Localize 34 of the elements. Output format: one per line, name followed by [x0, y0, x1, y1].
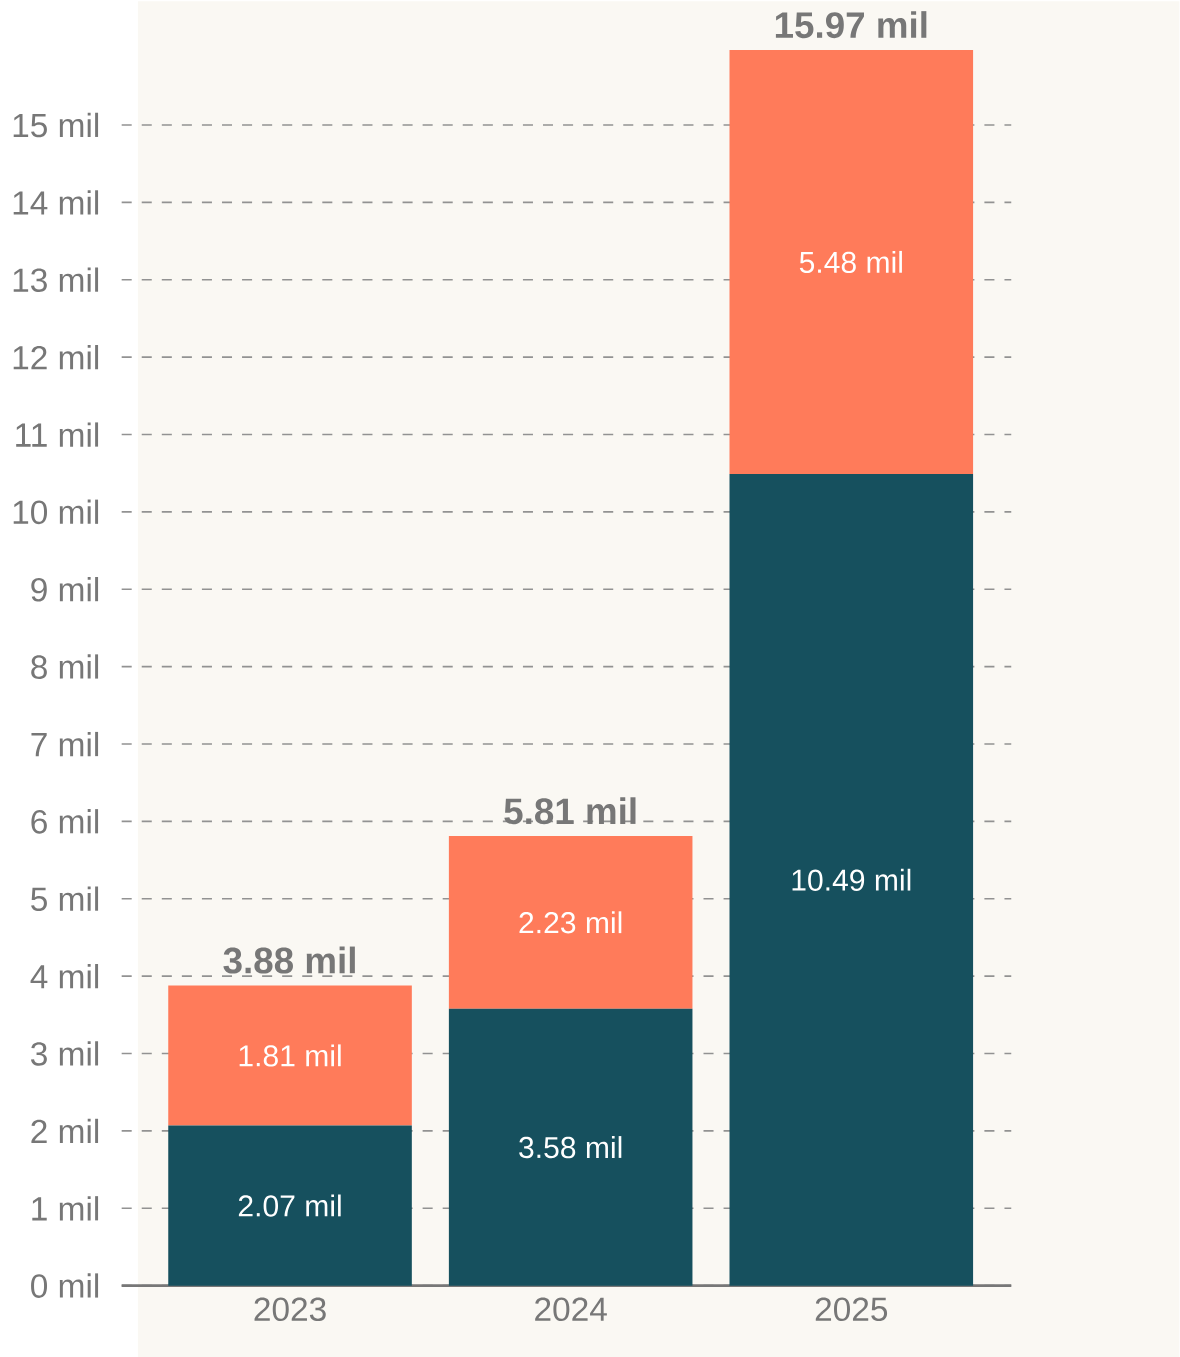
- y-tick-label: 0 mil: [31, 1273, 99, 1298]
- y-tick-label: 5 mil: [31, 886, 99, 912]
- data-label: 10.49 mil: [792, 868, 911, 891]
- y-tick-label: 4 mil: [30, 964, 99, 989]
- bar: [729, 49, 974, 474]
- bar: [729, 473, 974, 1286]
- y-tick-label: 12 mil: [13, 345, 99, 370]
- data-label: 2.07 mil: [239, 1194, 341, 1217]
- y-tick-label: 13 mil: [13, 267, 99, 293]
- total-label: 5.81 mil: [504, 797, 636, 825]
- total-label: 15.97 mil: [776, 11, 927, 39]
- y-tick-label: 7 mil: [31, 731, 99, 757]
- y-tick-label: 9 mil: [31, 576, 99, 602]
- y-tick-label: 10 mil: [13, 499, 99, 525]
- bar: [449, 836, 693, 1009]
- data-label: 1.81 mil: [239, 1044, 341, 1067]
- x-tick-label: 2025: [815, 1297, 888, 1322]
- y-tick-label: 8 mil: [31, 654, 99, 679]
- bar: [449, 1008, 693, 1286]
- x-tick-label: 2024: [535, 1297, 608, 1322]
- data-label: 5.48 mil: [800, 250, 903, 274]
- y-tick-label: 6 mil: [31, 809, 99, 834]
- bar: [168, 1125, 413, 1286]
- y-tick-label: 14 mil: [13, 190, 99, 215]
- data-label: 3.58 mil: [519, 1136, 622, 1159]
- y-tick-label: 3 mil: [31, 1041, 99, 1066]
- x-tick-label: 2023: [254, 1297, 326, 1322]
- bar: [168, 985, 413, 1126]
- y-tick-label: 15 mil: [13, 112, 99, 138]
- data-label: 2.23 mil: [519, 911, 622, 934]
- y-tick-label: 11 mil: [16, 422, 99, 447]
- total-label: 3.88 mil: [223, 946, 356, 974]
- y-tick-label: 2 mil: [31, 1118, 99, 1144]
- y-tick-label: 1 mil: [32, 1196, 99, 1221]
